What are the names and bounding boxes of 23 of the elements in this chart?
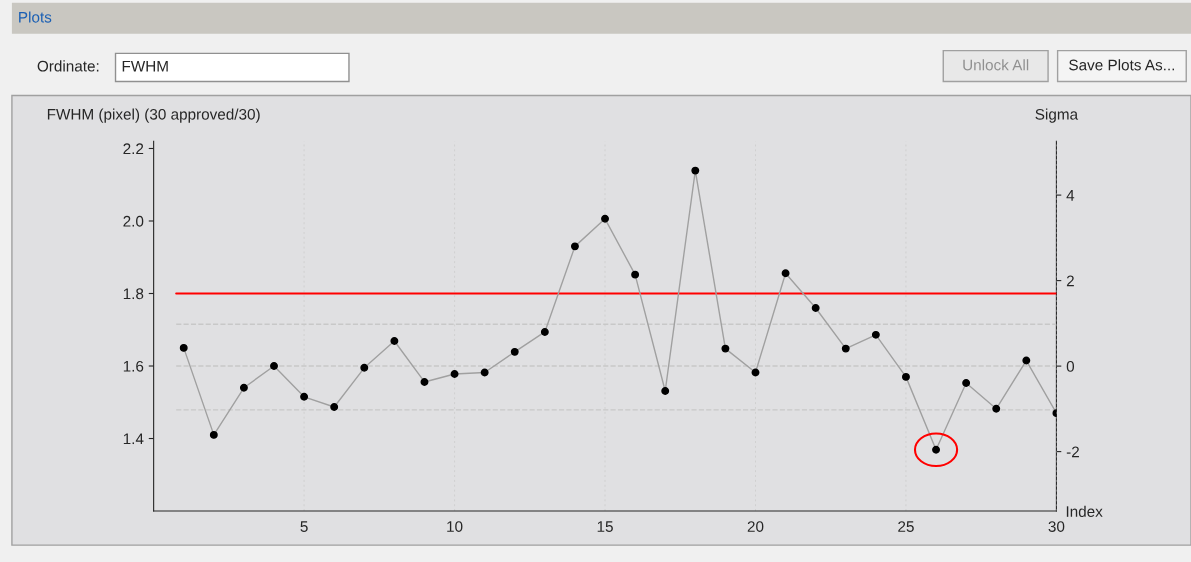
y-axis-title: FWHM (pixel) (30 approved/30) [47, 108, 260, 123]
text: Save Plots As... [1069, 59, 1175, 71]
x-axis-title: Index [1066, 505, 1103, 517]
x-tick-label: 10 [447, 521, 463, 532]
text: FWHM [122, 60, 168, 72]
x-tick-label: 20 [747, 521, 764, 532]
y2-tick-label: 0 [1066, 360, 1075, 372]
y-tick-label: 2.2 [123, 143, 144, 155]
y2-tick-label: -2 [1066, 446, 1079, 458]
y2-axis-title: Sigma [1035, 108, 1079, 123]
x-tick-label: 15 [597, 521, 613, 532]
y-tick-label: 1.8 [123, 288, 144, 300]
y-tick-label: 2.0 [123, 215, 144, 227]
x-tick-label: 25 [898, 521, 914, 532]
text: Ordinate: [37, 60, 99, 72]
text: Unlock All [963, 59, 1029, 71]
x-tick-label: 5 [300, 521, 308, 532]
y-tick-label: 1.4 [123, 433, 144, 445]
y2-tick-label: 2 [1066, 275, 1074, 287]
y2-tick-label: 4 [1066, 190, 1075, 201]
y-tick-label: 1.6 [123, 360, 144, 372]
chart-title: Plots [19, 11, 52, 23]
x-tick-label: 30 [1048, 521, 1065, 532]
